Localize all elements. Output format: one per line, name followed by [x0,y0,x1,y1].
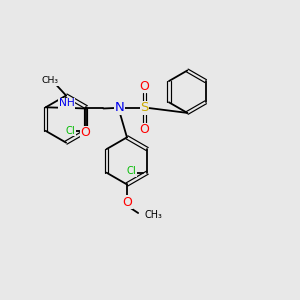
Text: NH: NH [59,98,75,108]
Text: O: O [140,80,150,93]
Text: N: N [115,101,124,114]
Text: O: O [122,196,132,208]
Text: Cl: Cl [65,126,75,136]
Text: O: O [80,126,90,139]
Text: S: S [140,101,149,114]
Text: Cl: Cl [126,166,136,176]
Text: O: O [140,123,150,136]
Text: CH₃: CH₃ [42,76,59,85]
Text: CH₃: CH₃ [145,210,163,220]
